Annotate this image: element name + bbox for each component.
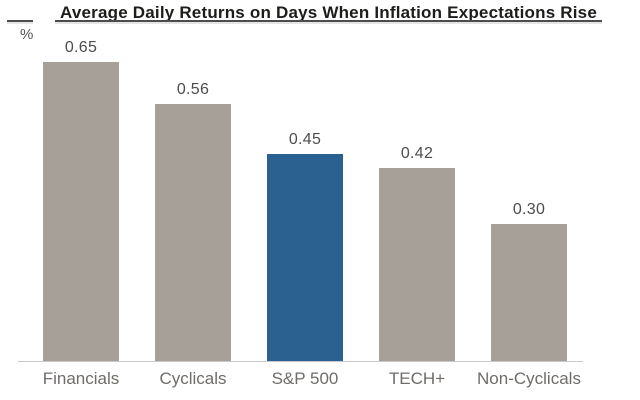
y-axis-unit-label: % bbox=[20, 26, 34, 43]
bar-value-label: 0.65 bbox=[64, 39, 98, 56]
x-tick-label: S&P 500 bbox=[271, 369, 339, 388]
title-rule-left-segment bbox=[7, 20, 33, 22]
bar-value-label: 0.56 bbox=[176, 81, 210, 98]
x-tick-label: Non-Cyclicals bbox=[477, 369, 581, 388]
bar-non-cyclicals bbox=[491, 224, 567, 362]
bar-financials bbox=[43, 62, 119, 362]
bar-value-label: 0.30 bbox=[512, 201, 546, 218]
bar-value-label: 0.45 bbox=[288, 131, 322, 148]
x-axis-baseline bbox=[18, 361, 583, 362]
bar-s-p-500 bbox=[267, 154, 343, 362]
x-tick-label: Financials bbox=[42, 369, 120, 388]
title-rule bbox=[55, 20, 602, 22]
bar-cyclicals bbox=[155, 104, 231, 362]
chart-title: Average Daily Returns on Days When Infla… bbox=[59, 3, 597, 22]
x-tick-label: TECH+ bbox=[388, 369, 446, 388]
bar-tech bbox=[379, 168, 455, 362]
x-tick-label: Cyclicals bbox=[159, 369, 227, 388]
bar-value-label: 0.42 bbox=[400, 145, 434, 162]
